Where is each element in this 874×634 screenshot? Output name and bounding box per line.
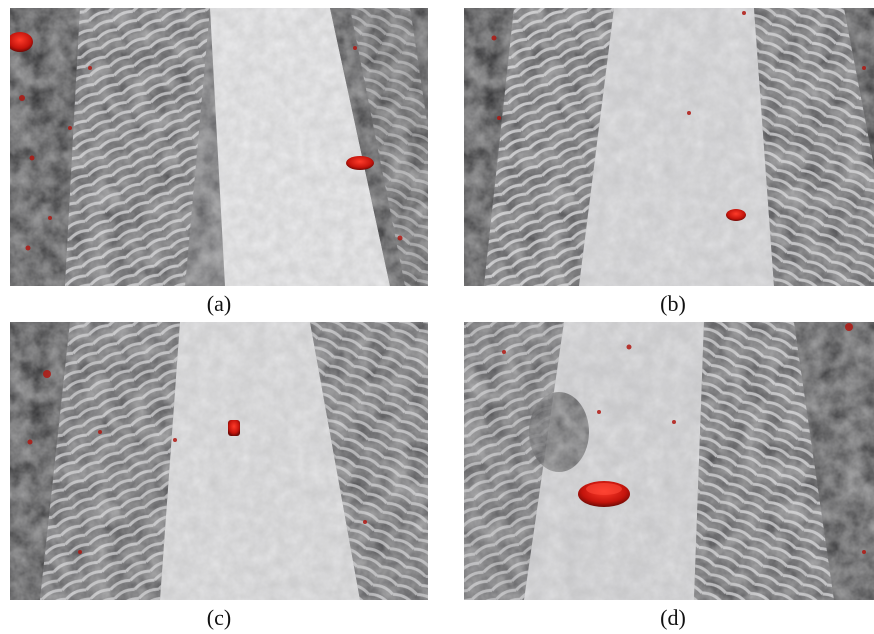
- snow-track-image-b: [464, 8, 874, 286]
- snow-track-image-d: [464, 322, 874, 600]
- red-marker: [10, 32, 33, 52]
- photo-panel-a: [10, 8, 428, 286]
- panel-caption-c: (c): [206, 605, 232, 630]
- panel-caption-a: (a): [206, 291, 232, 316]
- panel-caption-b: (b): [660, 291, 686, 316]
- photo-panel-d: [464, 322, 874, 600]
- snow-track-image-c: [10, 322, 428, 600]
- red-marker: [228, 420, 240, 436]
- red-marker: [726, 209, 746, 221]
- red-marker: [346, 156, 374, 170]
- panel-caption-d: (d): [660, 605, 686, 630]
- snow-track-image-a: [10, 8, 428, 286]
- photo-panel-b: [464, 8, 874, 286]
- photo-panel-c: [10, 322, 428, 600]
